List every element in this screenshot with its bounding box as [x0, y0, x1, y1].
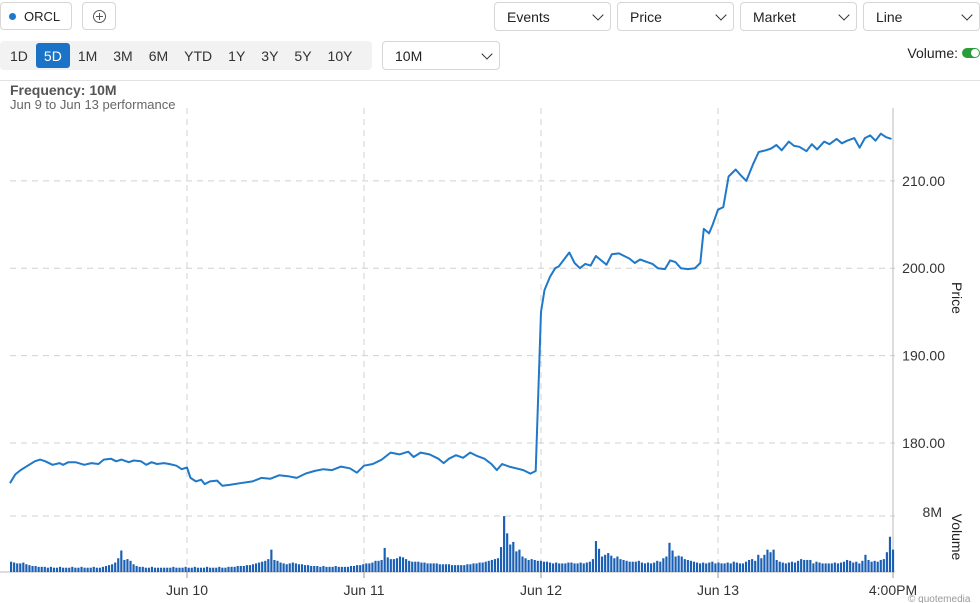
chevron-down-icon — [481, 47, 493, 60]
events-dropdown[interactable]: Events — [494, 2, 611, 31]
range-1d-button[interactable]: 1D — [10, 47, 28, 64]
add-comparison-button[interactable] — [82, 2, 116, 30]
frequency-dropdown[interactable]: 10M — [382, 41, 500, 70]
chart-type-dropdown-label: Line — [876, 8, 903, 25]
price-dropdown[interactable]: Price — [617, 2, 734, 31]
chart-type-dropdown[interactable]: Line — [863, 2, 980, 31]
plus-circle-icon — [92, 9, 106, 23]
chevron-down-icon — [592, 8, 604, 21]
performance-label: Jun 9 to Jun 13 performance — [10, 97, 176, 112]
range-ytd-button[interactable]: YTD — [184, 47, 213, 64]
range-3m-button[interactable]: 3M — [113, 47, 133, 64]
toggle-switch-icon[interactable] — [962, 48, 980, 58]
volume-toggle-label: Volume: — [907, 45, 958, 61]
price-dropdown-label: Price — [630, 8, 662, 25]
chevron-down-icon — [961, 8, 973, 21]
chart-frame — [0, 80, 980, 603]
attribution-text: © quotemedia — [908, 594, 971, 603]
range-selector: 1D 5D 1M 3M 6M YTD 1Y 3Y 5Y 10Y — [0, 41, 372, 70]
symbol-chip[interactable]: ORCL — [0, 2, 72, 30]
market-dropdown[interactable]: Market — [740, 2, 857, 31]
chevron-down-icon — [715, 8, 727, 21]
range-1m-button[interactable]: 1M — [77, 47, 98, 64]
range-5y-button[interactable]: 5Y — [294, 47, 312, 64]
range-1y-button[interactable]: 1Y — [228, 47, 246, 64]
frequency-dropdown-label: 10M — [395, 47, 423, 64]
symbol-label: ORCL — [24, 8, 61, 24]
volume-toggle[interactable]: Volume: — [907, 45, 980, 61]
chevron-down-icon — [838, 8, 850, 21]
frequency-label: Frequency: 10M — [10, 82, 117, 98]
market-dropdown-label: Market — [753, 8, 796, 25]
range-10y-button[interactable]: 10Y — [327, 47, 353, 64]
events-dropdown-label: Events — [507, 8, 550, 25]
range-5d-button[interactable]: 5D — [35, 43, 70, 68]
range-3y-button[interactable]: 3Y — [261, 47, 279, 64]
range-6m-button[interactable]: 6M — [148, 47, 169, 64]
series-color-dot-icon — [9, 12, 16, 20]
